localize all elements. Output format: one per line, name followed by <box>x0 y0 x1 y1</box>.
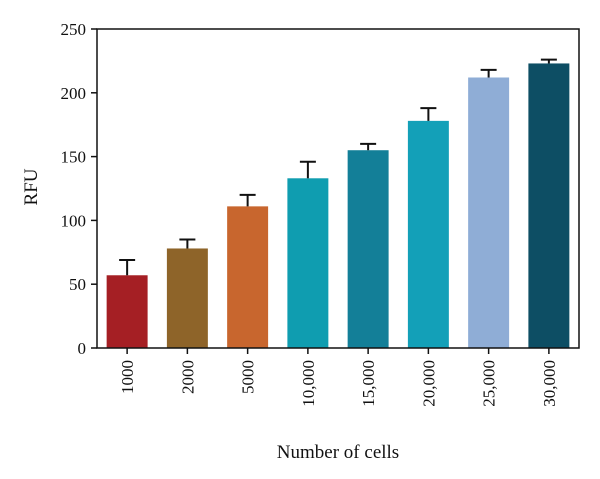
bar-10000 <box>287 178 329 348</box>
y-axis-label: RFU <box>21 168 42 205</box>
axes: 1000 2000 5000 10,000 15,000 20,000 25,000 30,0… <box>61 20 580 407</box>
y-tick-label-100: 100 <box>61 211 87 230</box>
bar-25000 <box>468 77 510 349</box>
y-tick-label-250: 250 <box>61 20 87 39</box>
bar-30000 <box>528 63 570 348</box>
bar-15000 <box>347 150 389 348</box>
x-tick-label-30000: 30,000 <box>540 360 559 407</box>
bar-5000 <box>227 206 269 348</box>
bar-1000 <box>106 275 148 348</box>
y-tick-label-0: 0 <box>78 339 87 358</box>
x-tick-label-10000: 10,000 <box>299 360 318 407</box>
bar-20000 <box>407 120 449 349</box>
y-tick-label-200: 200 <box>61 84 87 103</box>
x-tick-label-5000: 5000 <box>239 360 258 394</box>
x-tick-label-25000: 25,000 <box>480 360 499 407</box>
x-tick-label-20000: 20,000 <box>419 360 438 407</box>
x-tick-label-15000: 15,000 <box>359 360 378 407</box>
plot-frame <box>96 28 580 349</box>
y-tick-label-150: 150 <box>61 148 87 167</box>
x-tick-label-1000: 1000 <box>118 360 137 394</box>
plot-area <box>106 58 570 349</box>
x-axis-label: Number of cells <box>277 442 399 463</box>
x-tick-label-2000: 2000 <box>178 360 197 394</box>
y-tick-label-50: 50 <box>69 275 86 294</box>
bar-2000 <box>166 248 208 348</box>
